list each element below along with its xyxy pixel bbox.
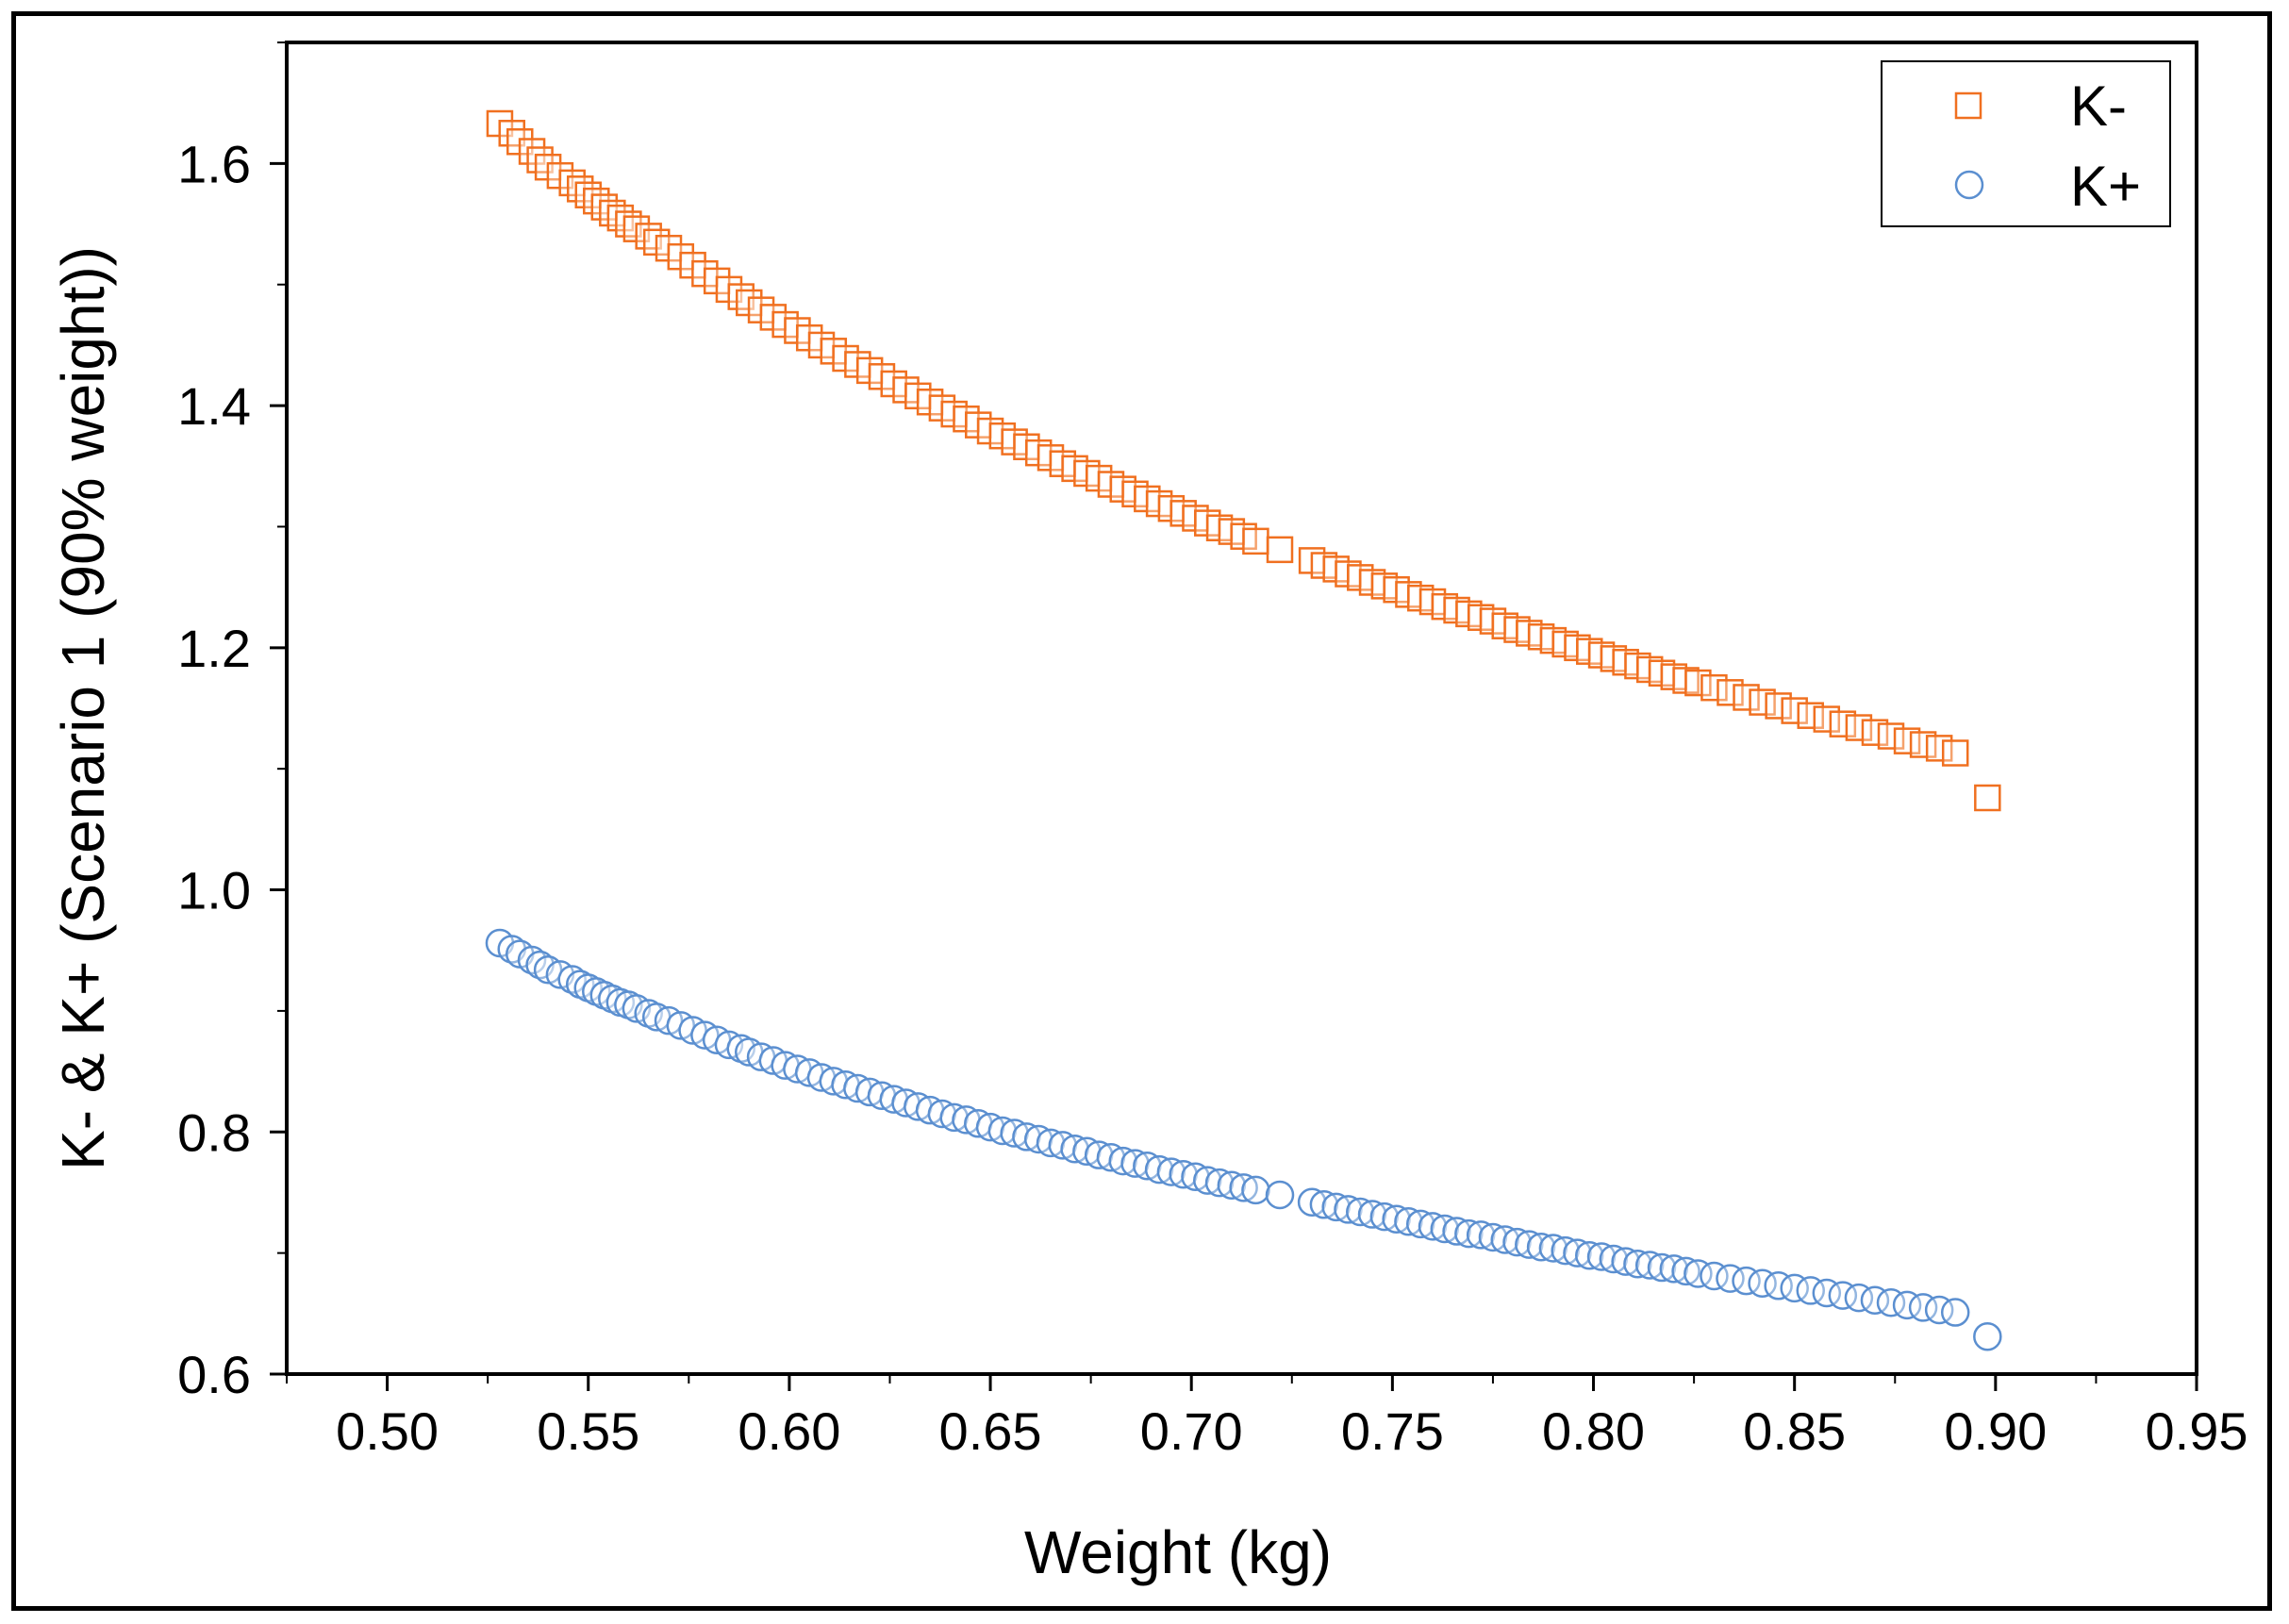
k-minus-point	[1684, 669, 1712, 697]
k-minus-point	[1909, 731, 1937, 758]
k-minus-point	[1941, 739, 1969, 767]
series-k-plus	[485, 928, 2002, 1351]
k-plus-point	[1241, 1175, 1270, 1205]
x-axis-title: Weight (kg)	[1024, 1518, 1332, 1586]
k-plus-point	[1940, 1298, 1970, 1327]
y-tick-label: 1.4	[177, 376, 251, 436]
series-k-minus	[486, 109, 2001, 812]
x-tick-label: 0.75	[1341, 1401, 1444, 1461]
y-axis: 0.6 0.8 1.0 1.2 1.4 1.6	[177, 41, 287, 1404]
k-minus-point	[558, 169, 586, 197]
k-plus-point	[557, 965, 587, 994]
k-minus-point	[1266, 536, 1294, 564]
plot-area	[285, 41, 2198, 1376]
legend-label-k-minus: K-	[2070, 75, 2127, 138]
y-tick-label: 1.0	[177, 861, 251, 920]
k-minus-point	[1242, 527, 1269, 555]
y-tick-label: 0.6	[177, 1345, 251, 1404]
legend-box	[1881, 60, 2171, 227]
k-minus-point	[518, 138, 546, 165]
y-tick-label: 1.2	[177, 619, 251, 678]
x-tick-label: 0.80	[1542, 1401, 1645, 1461]
series-layer	[485, 109, 2002, 1351]
k-minus-point	[1861, 719, 1889, 746]
k-plus-point	[1265, 1180, 1295, 1210]
x-tick-label: 0.55	[537, 1401, 639, 1461]
legend-marker-k-plus	[1954, 170, 1984, 200]
k-plus-point	[517, 945, 547, 975]
x-tick-label: 0.90	[1944, 1401, 2047, 1461]
k-minus-point	[606, 204, 635, 232]
k-minus-point	[590, 193, 619, 221]
y-tick-label: 1.6	[177, 134, 251, 193]
legend: K- K+	[1881, 60, 2171, 227]
k-minus-point	[1700, 673, 1728, 702]
legend-label-k-plus: K+	[2070, 155, 2141, 218]
k-plus-point	[1973, 1321, 2002, 1351]
x-axis: 0.50 0.55 0.60 0.65 0.70 0.75 0.80 0.85 0.90 0.95	[286, 1374, 2248, 1461]
x-tick-label: 0.85	[1743, 1401, 1846, 1461]
legend-marker-k-minus	[1954, 91, 1982, 120]
plot-frame	[285, 41, 2198, 1376]
x-tick-label: 0.50	[336, 1401, 439, 1461]
y-tick-label: 0.8	[177, 1102, 251, 1162]
x-tick-label: 0.95	[2146, 1401, 2248, 1461]
x-tick-label: 0.65	[939, 1401, 1042, 1461]
k-minus-point	[1974, 784, 2001, 812]
x-tick-label: 0.70	[1140, 1401, 1243, 1461]
figure-frame	[11, 11, 2272, 1611]
x-tick-label: 0.60	[738, 1401, 840, 1461]
y-axis-title: K- & K+ (Scenario 1 (90% weight))	[49, 246, 117, 1170]
